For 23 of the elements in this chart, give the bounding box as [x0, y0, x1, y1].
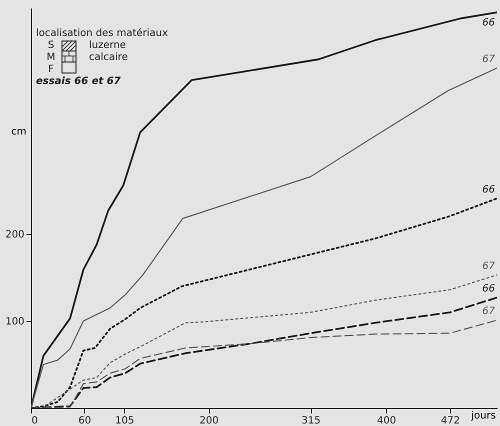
series-label: 67 — [482, 306, 496, 318]
annotation: luzerne — [89, 40, 127, 52]
y-axis-title: cm — [11, 126, 26, 138]
series-label: 66 — [482, 17, 495, 28]
x-tick-label: 0 — [32, 416, 38, 426]
annotation: M — [46, 52, 56, 64]
series-label: 66 — [482, 284, 495, 295]
x-tick-label: 200 — [199, 416, 219, 426]
x-tick-label: 315 — [302, 416, 321, 426]
y-tick-label: 100 — [5, 316, 24, 328]
x-tick-label: 400 — [377, 416, 396, 426]
series-label: 66 — [482, 184, 495, 196]
annotation: localisation des matériaux — [36, 28, 168, 40]
annotation: S — [46, 40, 56, 52]
annotation: calcaire — [89, 52, 128, 64]
series-label: 67 — [482, 54, 496, 65]
series-label: 67 — [482, 260, 496, 272]
x-axis-title: jours — [470, 410, 496, 422]
x-tick-label: 60 — [78, 416, 92, 426]
x-tick-label: 105 — [115, 416, 134, 426]
annotation: essais 66 et 67 — [36, 76, 122, 88]
x-tick-label: 472 — [440, 416, 460, 426]
annotation: F — [47, 64, 55, 76]
